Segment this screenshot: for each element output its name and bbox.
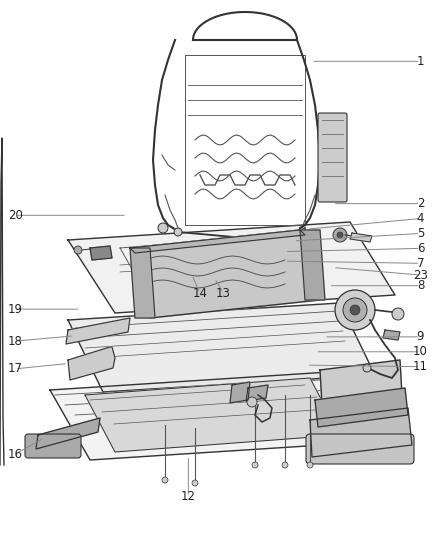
FancyBboxPatch shape [25, 434, 81, 458]
Text: 17: 17 [8, 362, 23, 375]
Circle shape [247, 397, 257, 407]
Text: 8: 8 [417, 279, 424, 292]
Text: 20: 20 [8, 209, 23, 222]
Polygon shape [130, 230, 320, 318]
Circle shape [174, 228, 182, 236]
Polygon shape [68, 347, 115, 380]
Text: 9: 9 [417, 330, 424, 343]
Text: 1: 1 [417, 55, 424, 68]
Text: 14: 14 [192, 287, 207, 300]
Circle shape [333, 228, 347, 242]
Polygon shape [130, 248, 155, 318]
Circle shape [298, 228, 306, 236]
Circle shape [307, 462, 313, 468]
FancyBboxPatch shape [306, 434, 414, 464]
Circle shape [335, 290, 375, 330]
Circle shape [282, 462, 288, 468]
Text: 7: 7 [417, 257, 424, 270]
Circle shape [363, 364, 371, 372]
Text: 11: 11 [413, 360, 428, 373]
Circle shape [74, 246, 82, 254]
Circle shape [350, 305, 360, 315]
Circle shape [252, 462, 258, 468]
Polygon shape [68, 222, 395, 313]
Circle shape [162, 477, 168, 483]
Text: 6: 6 [417, 242, 424, 255]
Text: 16: 16 [8, 448, 23, 461]
Polygon shape [66, 318, 130, 344]
Circle shape [192, 480, 198, 486]
Polygon shape [350, 233, 372, 242]
Polygon shape [246, 385, 268, 401]
Circle shape [392, 308, 404, 320]
Text: 18: 18 [8, 335, 23, 348]
Text: 19: 19 [8, 303, 23, 316]
Circle shape [337, 232, 343, 238]
Polygon shape [320, 360, 402, 405]
Circle shape [158, 223, 168, 233]
Circle shape [343, 298, 367, 322]
Polygon shape [68, 303, 375, 392]
Text: 13: 13 [216, 287, 231, 300]
FancyBboxPatch shape [318, 113, 347, 202]
Polygon shape [50, 370, 400, 460]
Text: 2: 2 [417, 197, 424, 210]
Polygon shape [300, 230, 325, 300]
Text: 4: 4 [417, 212, 424, 225]
Polygon shape [310, 408, 412, 457]
Text: 12: 12 [181, 490, 196, 503]
Text: 5: 5 [417, 227, 424, 240]
Polygon shape [130, 230, 305, 253]
Polygon shape [36, 418, 100, 449]
Polygon shape [315, 388, 408, 427]
Polygon shape [85, 378, 340, 452]
Text: 23: 23 [413, 269, 428, 281]
Polygon shape [90, 246, 112, 260]
Polygon shape [230, 382, 250, 403]
Polygon shape [383, 330, 400, 340]
Text: 10: 10 [413, 345, 428, 358]
